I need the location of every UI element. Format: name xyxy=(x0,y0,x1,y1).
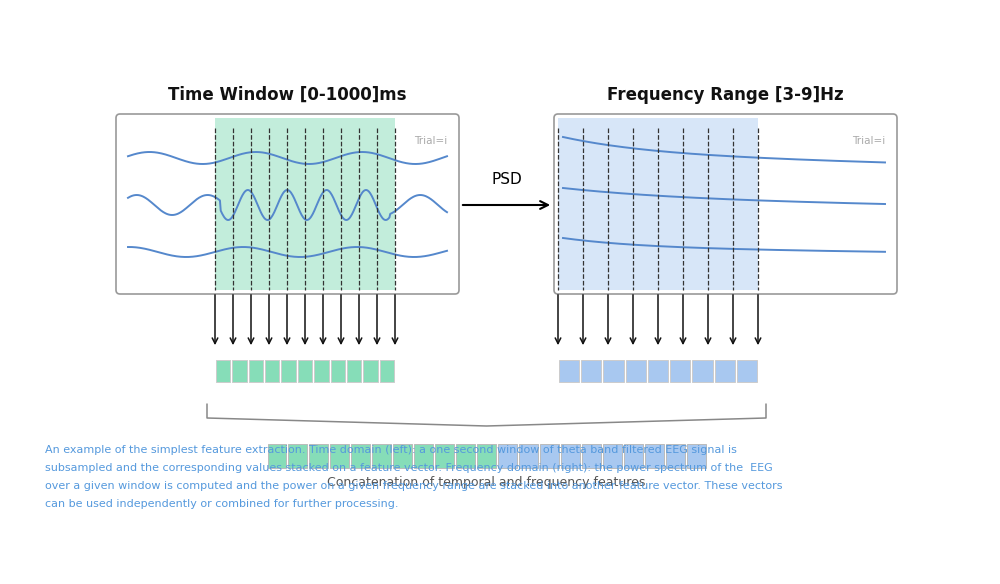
Bar xyxy=(519,444,538,468)
Bar xyxy=(314,360,329,382)
Text: An example of the simplest feature extraction. Time domain (left): a one second : An example of the simplest feature extra… xyxy=(45,445,737,455)
Bar xyxy=(540,444,559,468)
Bar xyxy=(380,360,394,382)
Bar xyxy=(582,444,601,468)
Bar xyxy=(645,444,664,468)
Bar xyxy=(331,360,345,382)
Bar xyxy=(414,444,433,468)
Text: Concatenation of temporal and frequency features: Concatenation of temporal and frequency … xyxy=(327,476,646,489)
Bar xyxy=(666,444,685,468)
Text: can be used independently or combined for further processing.: can be used independently or combined fo… xyxy=(45,499,398,509)
Bar xyxy=(288,444,307,468)
Bar xyxy=(559,360,579,382)
Bar xyxy=(626,360,646,382)
Bar xyxy=(498,444,517,468)
Bar xyxy=(372,444,391,468)
Bar xyxy=(670,360,690,382)
Bar xyxy=(216,360,230,382)
Bar xyxy=(603,360,624,382)
Bar xyxy=(477,444,496,468)
Bar xyxy=(648,360,668,382)
Bar xyxy=(347,360,361,382)
Bar xyxy=(624,444,643,468)
Text: Trial=i: Trial=i xyxy=(414,136,447,146)
Bar xyxy=(249,360,263,382)
Bar xyxy=(268,444,286,468)
Bar xyxy=(393,444,412,468)
Text: Time Window [0-1000]ms: Time Window [0-1000]ms xyxy=(168,86,407,104)
Bar xyxy=(561,444,580,468)
Bar xyxy=(232,360,247,382)
Bar xyxy=(715,360,735,382)
Bar xyxy=(330,444,349,468)
Text: subsampled and the corresponding values stacked on a feature vector. Frequency d: subsampled and the corresponding values … xyxy=(45,463,773,473)
Bar xyxy=(309,444,328,468)
Text: PSD: PSD xyxy=(491,172,522,187)
FancyBboxPatch shape xyxy=(116,114,459,294)
Bar xyxy=(281,360,296,382)
Bar xyxy=(456,444,475,468)
Text: Trial=i: Trial=i xyxy=(852,136,885,146)
Bar xyxy=(737,360,757,382)
Bar xyxy=(351,444,370,468)
Bar xyxy=(603,444,622,468)
Bar xyxy=(298,360,312,382)
Bar xyxy=(363,360,378,382)
Bar xyxy=(692,360,713,382)
Bar xyxy=(265,360,279,382)
Text: Frequency Range [3-9]Hz: Frequency Range [3-9]Hz xyxy=(607,86,844,104)
Bar xyxy=(435,444,454,468)
FancyBboxPatch shape xyxy=(554,114,897,294)
Bar xyxy=(215,118,395,290)
Text: over a given window is computed and the power on a given frequency range are sta: over a given window is computed and the … xyxy=(45,481,782,491)
Bar xyxy=(558,118,758,290)
Bar xyxy=(687,444,706,468)
Bar xyxy=(581,360,601,382)
